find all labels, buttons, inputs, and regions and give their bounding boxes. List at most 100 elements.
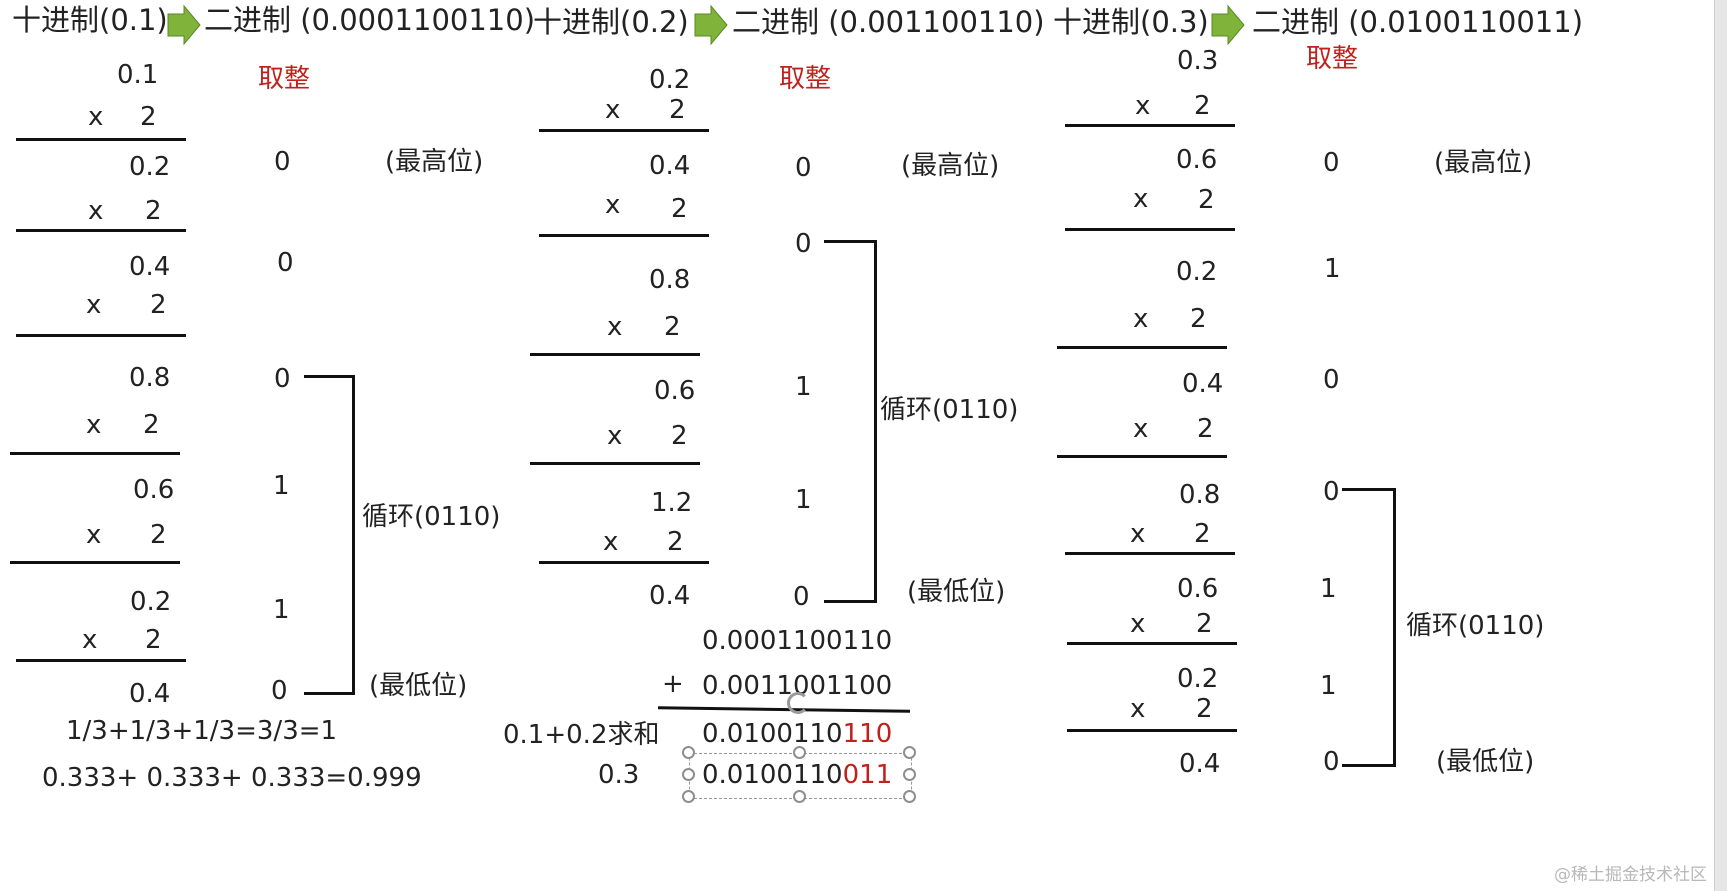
col3-step-value: 0.2 xyxy=(1176,257,1218,287)
col2-rule-line xyxy=(530,462,700,465)
resize-handle-top[interactable] xyxy=(793,746,806,759)
col3-rule-line xyxy=(1065,228,1235,231)
col1-multiplier: 2 xyxy=(145,196,162,226)
col1-multiplier: 2 xyxy=(150,290,167,320)
col3-multiplier: 2 xyxy=(1197,414,1214,444)
col1-rule-line xyxy=(10,452,180,455)
col3-step-value: 0.2 xyxy=(1177,664,1219,694)
col1-rule-line xyxy=(16,659,186,662)
col1-arrow-icon xyxy=(167,4,201,46)
col2-highest-bit-label: (最高位) xyxy=(901,151,1000,181)
col1-decimal-header: 十进制(0.1) xyxy=(12,3,168,37)
col3-times-sign: x xyxy=(1133,414,1149,444)
col1-multiplier: 2 xyxy=(143,410,160,440)
col3-bit: 0 xyxy=(1323,365,1340,395)
col1-bit: 0 xyxy=(274,364,291,394)
col1-bit: 0 xyxy=(271,676,288,706)
col2-binary-header: 二进制 (0.001100110) xyxy=(732,5,1045,39)
col3-bit: 0 xyxy=(1323,477,1340,507)
col3-bit: 0 xyxy=(1323,747,1340,777)
sum-rule-line xyxy=(657,706,911,713)
sum-result-prefix: 0.0100110 xyxy=(702,719,843,749)
col2-step-value: 0.2 xyxy=(649,65,691,95)
col1-times-sign: x xyxy=(86,290,102,320)
col3-step-value: 0.4 xyxy=(1182,369,1224,399)
col2-bit: 0 xyxy=(795,153,812,183)
col1-step-value: 0.1 xyxy=(117,60,159,90)
col2-multiplier: 2 xyxy=(669,95,686,125)
col1-times-sign: x xyxy=(82,625,98,655)
col3-rule-line xyxy=(1067,642,1237,645)
col2-multiplier: 2 xyxy=(667,527,684,557)
col3-bit: 1 xyxy=(1320,574,1337,604)
col2-bit: 0 xyxy=(795,229,812,259)
compare-value-prefix: 0.0100110 xyxy=(702,760,843,790)
col3-multiplier: 2 xyxy=(1198,185,1215,215)
col1-multiplier: 2 xyxy=(145,625,162,655)
col2-final-value: 0.4 xyxy=(649,581,691,611)
col3-rule-line xyxy=(1065,552,1235,555)
col3-multiplier: 2 xyxy=(1194,519,1211,549)
sum-operand-1: 0.0001100110 xyxy=(702,626,893,656)
col1-lowest-bit-label: (最低位) xyxy=(369,671,468,701)
window-right-edge xyxy=(1714,0,1727,891)
sum-result-suffix: 110 xyxy=(842,719,893,749)
col2-rule-line xyxy=(539,129,709,132)
col1-rule-line xyxy=(16,334,186,337)
resize-handle-top-right[interactable] xyxy=(903,746,916,759)
col2-step-value: 0.8 xyxy=(649,265,691,295)
col2-bit: 1 xyxy=(795,485,812,515)
col3-times-sign: x xyxy=(1130,609,1146,639)
col1-bit: 1 xyxy=(273,595,290,625)
col3-bit: 1 xyxy=(1320,671,1337,701)
col2-times-sign: x xyxy=(605,95,621,125)
col1-binary-header: 二进制 (0.0001100110) xyxy=(204,3,536,37)
col3-step-value: 0.6 xyxy=(1176,145,1218,175)
col2-multiplier: 2 xyxy=(671,421,688,451)
col2-rule-line xyxy=(539,234,709,237)
col2-cycle-label: 循环(0110) xyxy=(880,395,1019,425)
col2-step-value: 0.4 xyxy=(649,151,691,181)
col3-times-sign: x xyxy=(1130,694,1146,724)
col1-multiplier: 2 xyxy=(140,102,157,132)
compare-value-suffix: 011 xyxy=(842,760,893,790)
resize-handle-right[interactable] xyxy=(903,768,916,781)
col3-rule-line xyxy=(1057,346,1227,349)
col3-step-value: 0.8 xyxy=(1179,480,1221,510)
col2-bit: 0 xyxy=(793,582,810,612)
col3-multiplier: 2 xyxy=(1190,304,1207,334)
resize-handle-bottom[interactable] xyxy=(793,790,806,803)
col3-times-sign: x xyxy=(1133,184,1149,214)
col2-times-sign: x xyxy=(607,312,623,342)
rotate-handle-icon[interactable] xyxy=(787,692,809,714)
col1-bit: 0 xyxy=(274,147,291,177)
col3-cycle-label: 循环(0110) xyxy=(1406,611,1545,641)
sum-plus-sign: + xyxy=(662,669,684,699)
col2-times-sign: x xyxy=(605,190,621,220)
col3-bit: 1 xyxy=(1324,254,1341,284)
thirds-decimal-line: 0.333+ 0.333+ 0.333=0.999 xyxy=(42,763,422,793)
col1-bit: 0 xyxy=(277,248,294,278)
resize-handle-left[interactable] xyxy=(682,768,695,781)
col1-times-sign: x xyxy=(86,520,102,550)
watermark: @稀土掘金技术社区 xyxy=(1554,865,1707,885)
col1-round-label: 取整 xyxy=(258,64,311,94)
col3-multiplier: 2 xyxy=(1196,609,1213,639)
compare-value[interactable]: 0.0100110011 xyxy=(702,762,892,788)
resize-handle-bottom-left[interactable] xyxy=(682,790,695,803)
col1-highest-bit-label: (最高位) xyxy=(385,147,484,177)
resize-handle-top-left[interactable] xyxy=(682,746,695,759)
col2-multiplier: 2 xyxy=(671,194,688,224)
col3-rule-line xyxy=(1057,455,1227,458)
sum-label: 0.1+0.2求和 xyxy=(503,720,660,750)
col2-times-sign: x xyxy=(607,421,623,451)
col3-multiplier: 2 xyxy=(1194,91,1211,121)
compare-label: 0.3 xyxy=(598,760,640,790)
col3-lowest-bit-label: (最低位) xyxy=(1436,747,1535,777)
col2-times-sign: x xyxy=(603,527,619,557)
col3-step-value: 0.6 xyxy=(1177,574,1219,604)
col3-bit: 0 xyxy=(1323,148,1340,178)
thirds-fraction-line: 1/3+1/3+1/3=3/3=1 xyxy=(66,716,338,746)
col2-multiplier: 2 xyxy=(664,312,681,342)
resize-handle-bottom-right[interactable] xyxy=(903,790,916,803)
